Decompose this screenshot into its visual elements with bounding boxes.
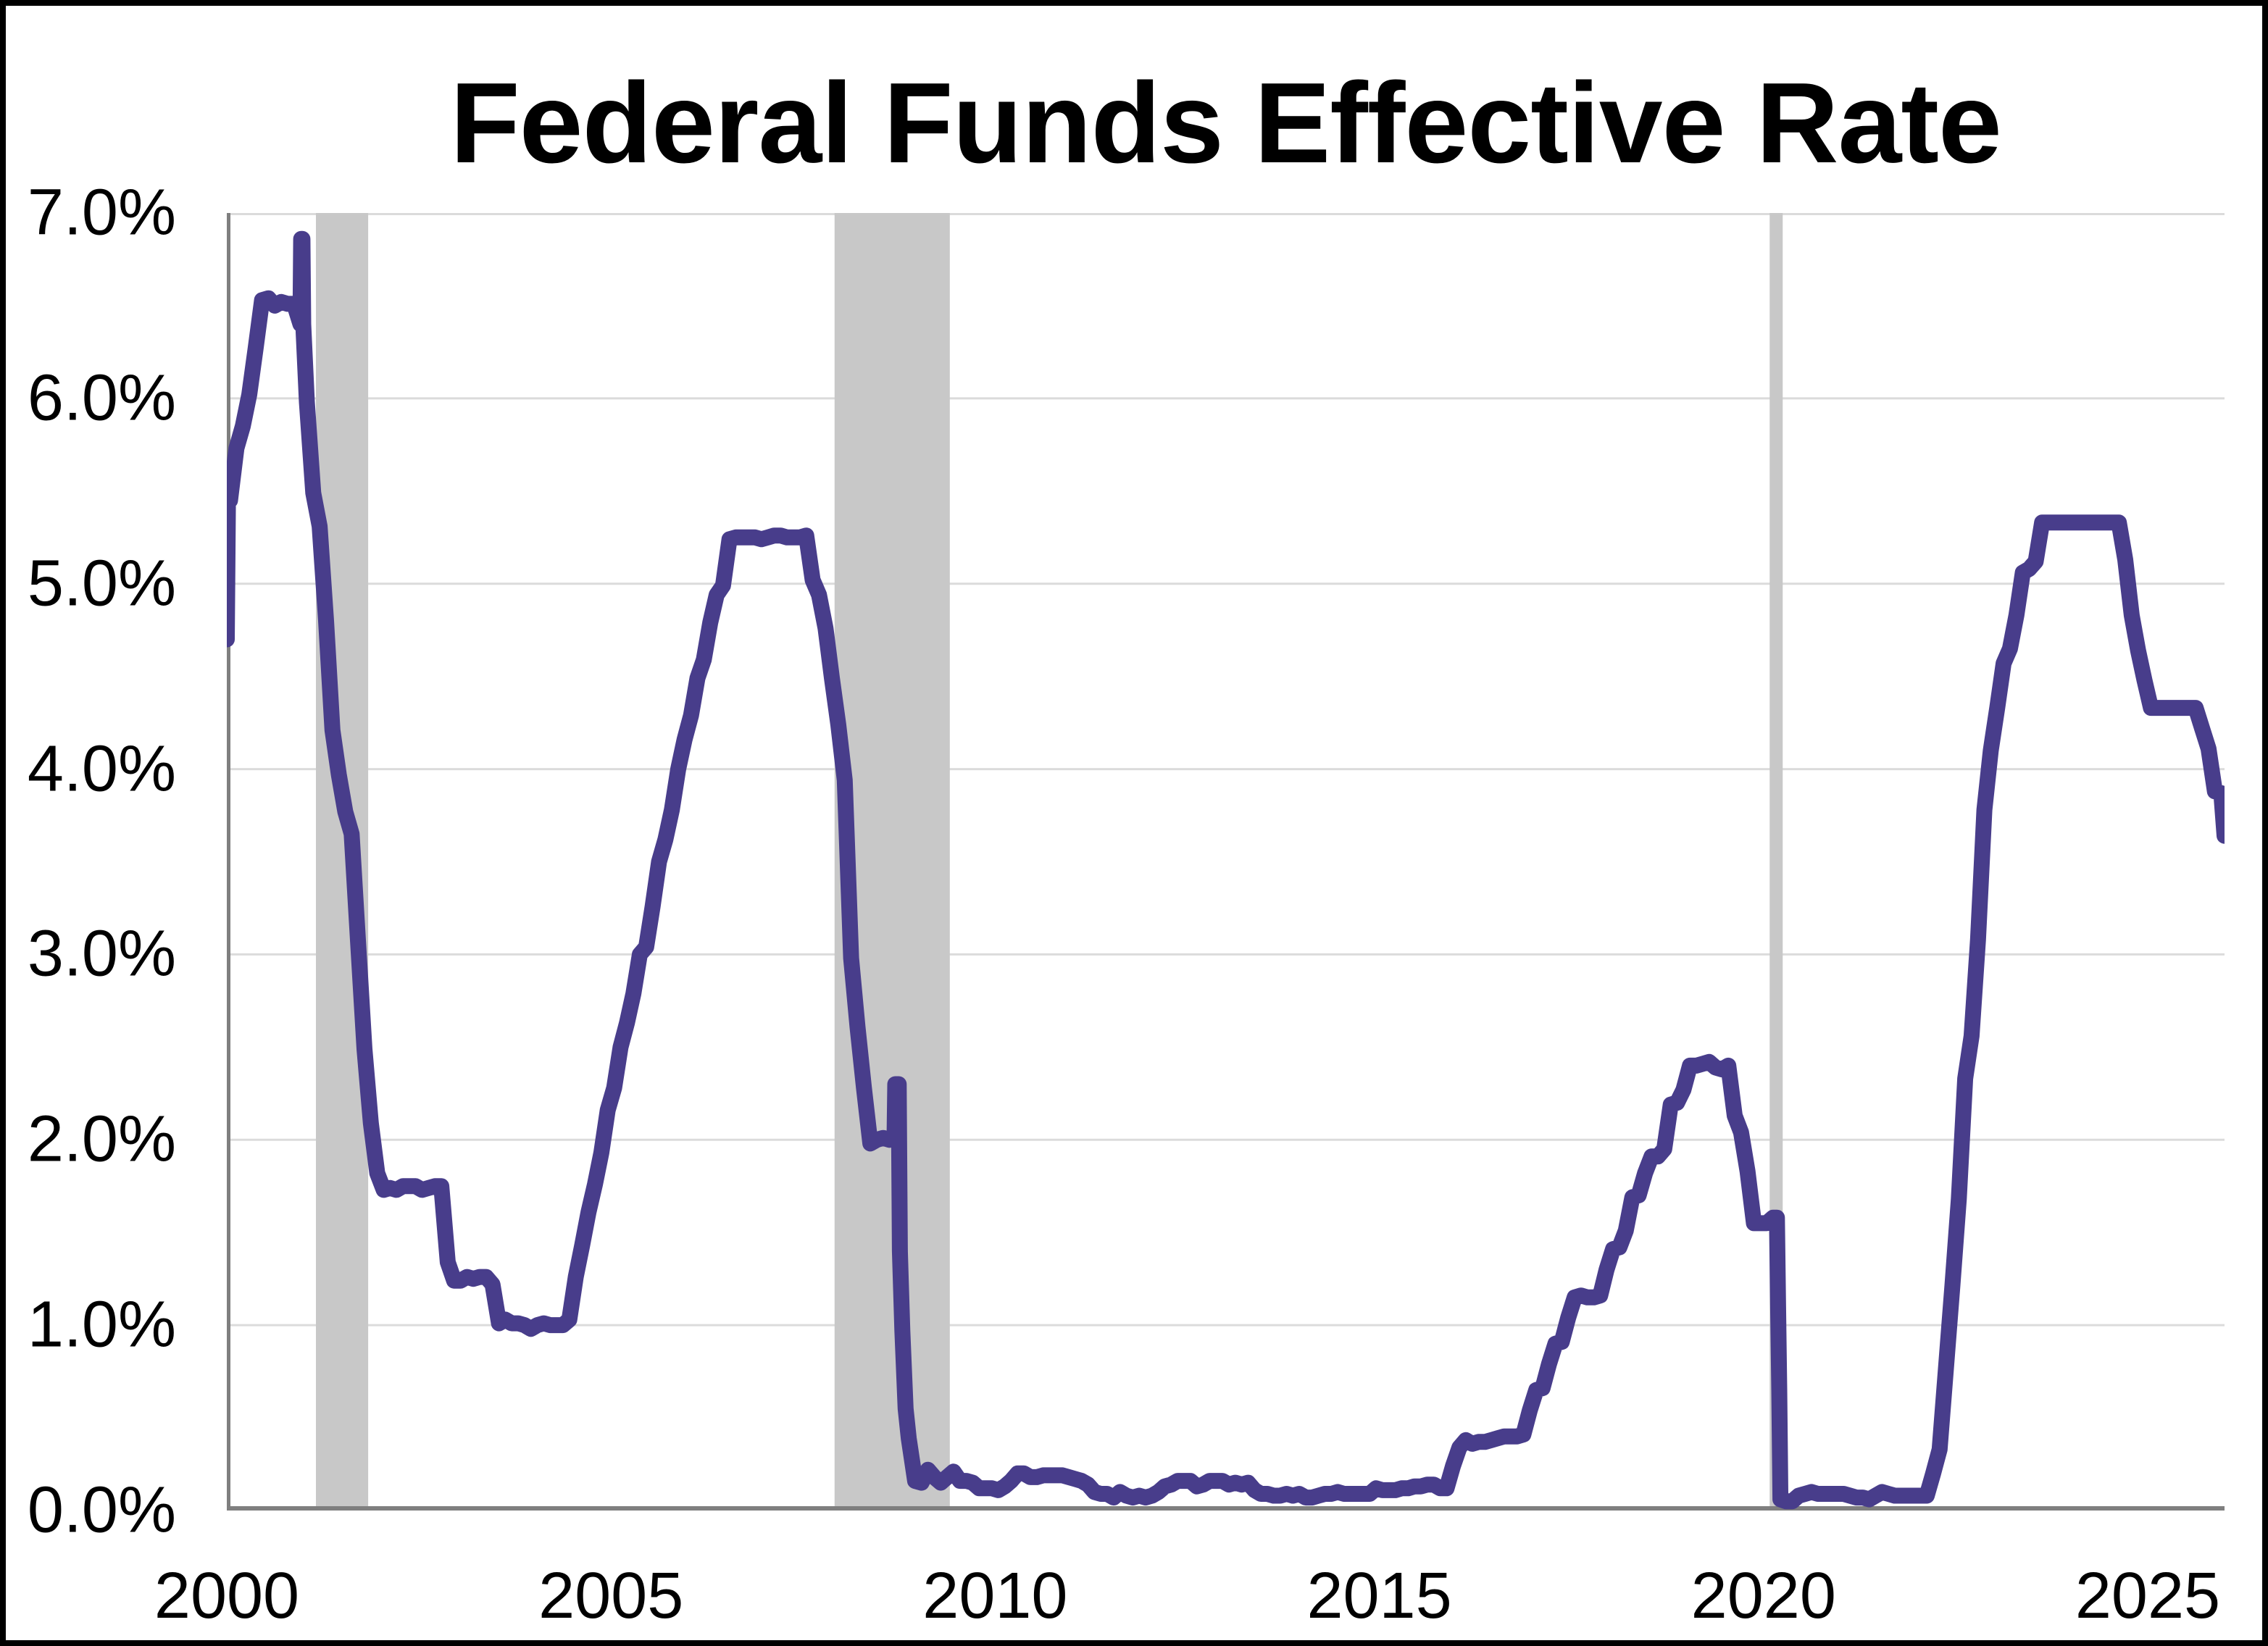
x-axis-tick-label: 2025: [2075, 1560, 2221, 1632]
y-axis-tick-label: 6.0%: [27, 362, 176, 435]
y-axis-tick-label: 3.0%: [27, 917, 176, 990]
y-axis-tick-labels: 0.0% 1.0% 2.0% 3.0% 4.0% 5.0% 6.0% 7.0%: [6, 6, 176, 1640]
ffr-line: [227, 230, 2225, 1510]
recession-band: [1769, 213, 1783, 1511]
y-axis-tick-label: 4.0%: [27, 732, 176, 806]
x-axis-tick-label: 2000: [154, 1560, 300, 1632]
plot-area: [227, 213, 2225, 1511]
y-axis-tick-label: 0.0%: [27, 1474, 176, 1547]
y-axis-tick-label: 1.0%: [27, 1288, 176, 1361]
x-axis-tick-label: 2020: [1690, 1560, 1836, 1632]
y-axis-tick-label: 5.0%: [27, 547, 176, 620]
chart-svg: [227, 213, 2225, 1511]
chart-background: Federal Funds Effective Rate 0.0% 1.0% 2.0…: [6, 6, 2262, 1640]
x-axis-tick-label: 2010: [922, 1560, 1068, 1632]
x-axis-tick-label: 2005: [538, 1560, 684, 1632]
x-axis-tick-label: 2015: [1306, 1560, 1452, 1632]
y-axis-tick-label: 7.0%: [27, 176, 176, 249]
y-axis-tick-label: 2.0%: [27, 1103, 176, 1176]
x-axis-tick-labels: 2000 2005 2010 2015 2020 2025: [6, 6, 2262, 1640]
chart-title: Federal Funds Effective Rate: [450, 59, 2002, 187]
